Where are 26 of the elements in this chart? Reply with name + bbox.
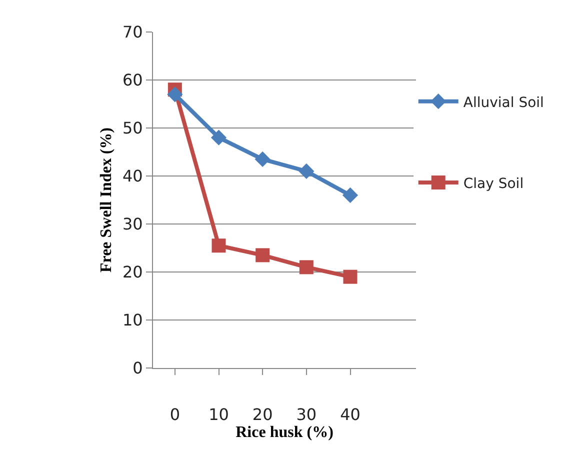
x-tick-label: 10 bbox=[208, 405, 229, 424]
point bbox=[212, 238, 226, 253]
point bbox=[167, 86, 183, 102]
point bbox=[210, 130, 227, 146]
point bbox=[342, 187, 358, 203]
y-tick-label: 0 bbox=[132, 358, 143, 378]
y-tick-label: 70 bbox=[122, 22, 143, 42]
point bbox=[256, 248, 270, 262]
y-tick-label: 40 bbox=[122, 166, 143, 186]
legend-label: Clay Soil bbox=[463, 176, 524, 192]
x-tick-label: 30 bbox=[296, 405, 317, 424]
x-tick-label: 40 bbox=[340, 405, 360, 424]
y-tick-label: 10 bbox=[122, 310, 143, 330]
y-tick-label: 60 bbox=[122, 70, 143, 90]
x-axis-title: Rice husk (%) bbox=[236, 424, 334, 442]
point bbox=[299, 260, 314, 274]
point bbox=[343, 270, 358, 284]
point bbox=[254, 151, 270, 167]
y-tick-label: 30 bbox=[122, 214, 143, 234]
y-tick-label: 50 bbox=[122, 118, 143, 138]
x-tick-label: 20 bbox=[252, 405, 273, 424]
x-tick-label: 0 bbox=[170, 405, 180, 424]
legend-label: Alluvial Soil bbox=[463, 94, 544, 111]
point bbox=[298, 163, 314, 179]
y-tick-label: 20 bbox=[122, 262, 143, 282]
y-axis-title: Free Swell Index (%) bbox=[98, 127, 115, 273]
